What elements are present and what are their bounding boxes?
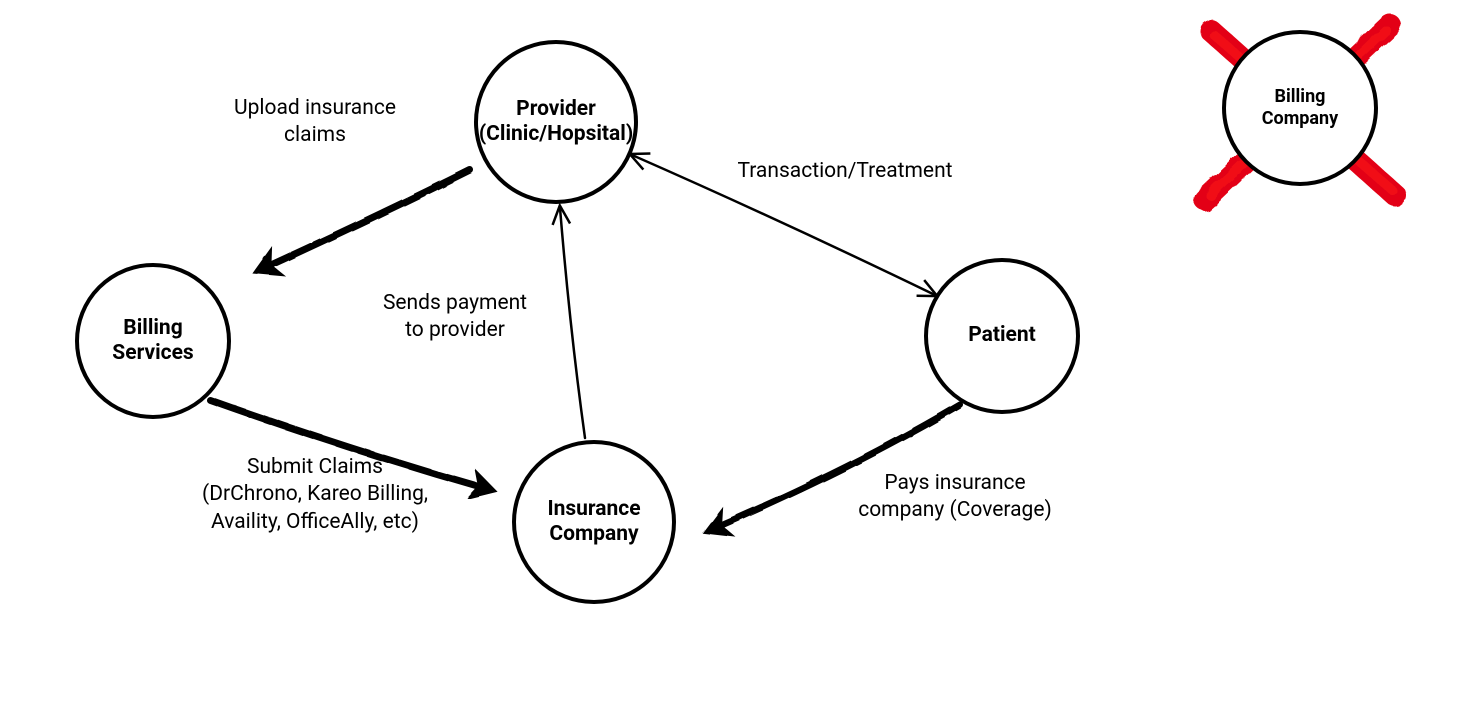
node-insurance: Insurance Company bbox=[512, 440, 676, 604]
diagram-canvas: Provider (Clinic/Hopsital) Billing Servi… bbox=[0, 0, 1468, 724]
label-submit-claims: Submit Claims (DrChrono, Kareo Billing, … bbox=[165, 454, 465, 536]
label-pays-insurance: Pays insurance company (Coverage) bbox=[835, 470, 1075, 525]
label-sends-payment: Sends payment to provider bbox=[355, 290, 555, 345]
node-provider: Provider (Clinic/Hopsital) bbox=[474, 40, 638, 204]
node-insurance-label: Insurance Company bbox=[547, 497, 640, 547]
label-transaction: Transaction/Treatment bbox=[700, 158, 990, 185]
edge-sends-payment bbox=[560, 208, 585, 438]
node-billing-label: Billing Services bbox=[112, 316, 193, 366]
node-patient: Patient bbox=[924, 258, 1080, 414]
edge-upload-claims bbox=[260, 170, 470, 270]
node-provider-label: Provider (Clinic/Hopsital) bbox=[479, 97, 633, 147]
node-crossed-label: Billing Company bbox=[1262, 86, 1338, 129]
node-billing-company-crossed: Billing Company bbox=[1222, 30, 1378, 186]
label-upload-claims: Upload insurance claims bbox=[205, 95, 425, 150]
node-billing-services: Billing Services bbox=[75, 263, 231, 419]
node-patient-label: Patient bbox=[968, 323, 1036, 348]
